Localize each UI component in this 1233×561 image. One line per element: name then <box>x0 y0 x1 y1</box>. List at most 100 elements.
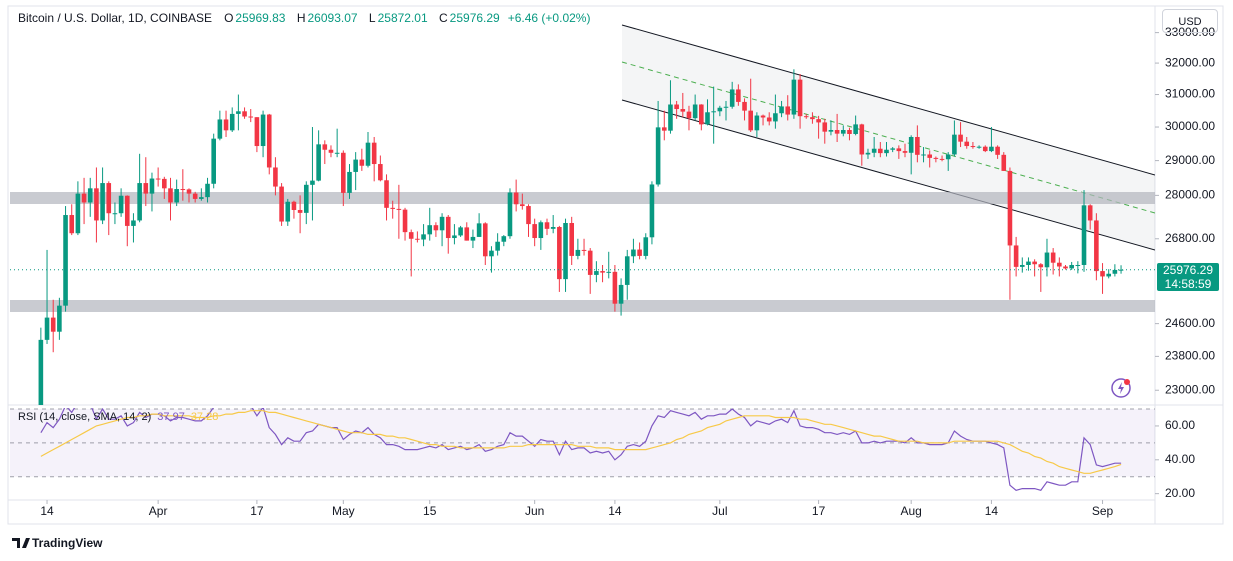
candle-body <box>834 130 840 134</box>
candle-body <box>421 234 426 240</box>
candle-body <box>723 106 729 108</box>
candle-body <box>958 134 963 142</box>
candle-body <box>415 238 420 240</box>
candle-body <box>371 142 377 165</box>
symbol-header: Bitcoin / U.S. Dollar, 1D, COINBASE O 259… <box>18 11 598 25</box>
candle-body <box>334 152 340 154</box>
candle-body <box>532 224 537 239</box>
rsi-value: 37.97 <box>157 411 185 423</box>
x-tick-label: Jul <box>712 504 727 518</box>
candle-body <box>581 249 587 251</box>
candle-body <box>952 134 957 155</box>
brand-text: TradingView <box>32 536 103 550</box>
candle-body <box>1032 261 1037 265</box>
rsi-title: RSI (14, close, SMA, 14, 2) <box>18 411 152 423</box>
candle-body <box>180 189 186 191</box>
candle-body <box>402 209 408 233</box>
candle-body <box>1057 262 1062 267</box>
candle-body <box>989 146 994 152</box>
x-tick-label: Aug <box>901 504 922 518</box>
candle-body <box>810 117 815 120</box>
y-tick-label: 31000.00 <box>1165 87 1215 101</box>
candle-body <box>773 113 778 122</box>
candle-body <box>495 241 500 251</box>
candle-body <box>378 164 383 181</box>
candle-body <box>38 339 44 405</box>
candle-body <box>779 106 784 114</box>
candle-body <box>933 157 939 159</box>
x-tick-label: May <box>332 504 355 518</box>
ohlc-prefix: O <box>224 11 234 25</box>
axes: 23000.00 23800.00 24600.00 26800.00 28000.00… <box>40 25 1215 518</box>
candle-body <box>816 119 821 123</box>
candle-body <box>1118 269 1124 271</box>
candle-body <box>754 115 760 131</box>
price-pane <box>10 69 1155 405</box>
candle-body <box>692 104 698 119</box>
candle-body <box>884 149 889 154</box>
candle-body <box>482 223 488 257</box>
candle-body <box>674 104 679 110</box>
candle-body <box>205 183 210 198</box>
candle-body <box>742 101 747 111</box>
candle-body <box>1019 264 1025 267</box>
candle-body <box>310 180 315 185</box>
candle-body <box>1081 205 1087 265</box>
candle-body <box>1026 261 1031 265</box>
candle-body <box>1069 264 1074 269</box>
x-tick-label: 14 <box>608 504 622 518</box>
candle-body <box>347 171 352 193</box>
candle-body <box>273 167 278 187</box>
candle-body <box>223 119 229 131</box>
y-tick-label: 28000.00 <box>1165 188 1215 202</box>
change: +6.46 (+0.02%) <box>507 11 591 25</box>
rsi-legend: RSI (14, close, SMA, 14, 2) 37.97 37.28 <box>18 411 218 423</box>
candle-body <box>668 104 673 131</box>
ohlc-prefix: C <box>439 11 448 25</box>
candle-body <box>322 144 328 150</box>
candle-body <box>921 154 926 156</box>
candle-body <box>606 271 612 273</box>
candle-body <box>489 250 494 257</box>
candle-body <box>297 209 303 213</box>
x-tick-label: 14 <box>40 504 54 518</box>
candle-body <box>1044 252 1050 268</box>
channel-fill <box>622 25 1155 250</box>
rsi-tick-label: 20.00 <box>1165 486 1195 500</box>
candle-body <box>1100 271 1105 277</box>
symbol-title: Bitcoin / U.S. Dollar, 1D, COINBASE <box>18 11 213 25</box>
candle-body <box>853 124 858 134</box>
candle-body <box>964 141 970 147</box>
y-tick-label: 29000.00 <box>1165 153 1215 167</box>
y-tick-label: 23000.00 <box>1165 382 1215 396</box>
candle-body <box>766 117 772 122</box>
candle-body <box>970 146 976 148</box>
candle-body <box>390 207 395 209</box>
x-tick-label: 17 <box>250 504 264 518</box>
candle-body <box>507 192 513 237</box>
candle-body <box>168 188 173 203</box>
channel-mid <box>621 61 1155 214</box>
indicator-line <box>40 410 1122 474</box>
ohlc-value: 25872.01 <box>377 11 428 25</box>
candle-body <box>982 146 988 152</box>
currency-button[interactable]: USD <box>1162 9 1218 33</box>
candle-body <box>797 79 803 117</box>
candle-body <box>927 154 933 158</box>
candle-body <box>538 222 544 239</box>
candle-body <box>192 193 198 199</box>
candle-body <box>143 183 149 194</box>
candle-body <box>1063 266 1068 269</box>
candle-body <box>1087 205 1093 221</box>
candle-body <box>686 111 692 119</box>
ohlc-prefix: L <box>368 11 376 25</box>
candle-body <box>229 113 235 131</box>
candle-body <box>470 236 476 241</box>
candle-body <box>396 208 402 210</box>
candle-body <box>890 148 895 150</box>
candle-body <box>186 189 192 194</box>
candle-body <box>57 305 62 332</box>
sma-value: 37.28 <box>190 411 219 423</box>
ohlc-value: 25976.29 <box>449 11 500 25</box>
